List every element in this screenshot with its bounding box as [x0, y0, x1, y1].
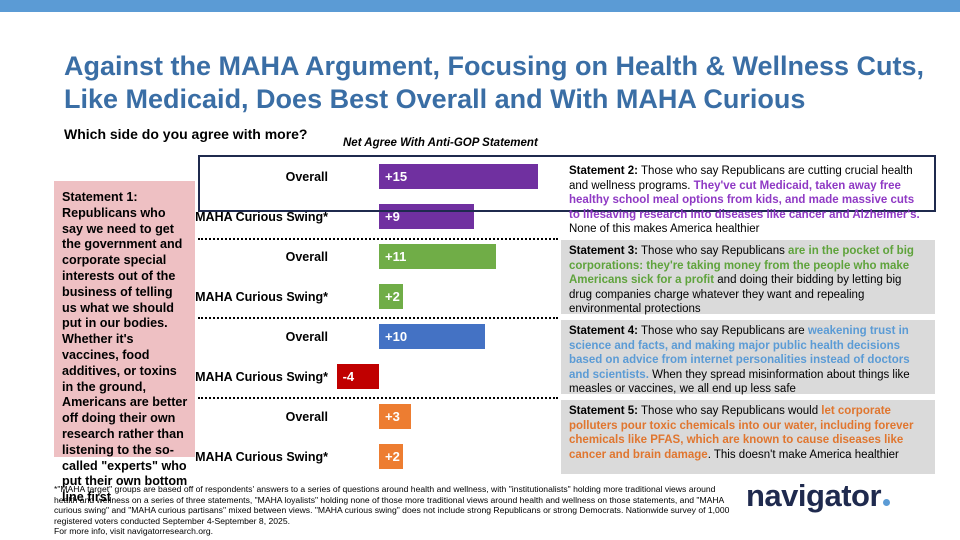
bar-overall-s4: +10: [379, 324, 485, 349]
footnote-link[interactable]: For more info, visit navigatorresearch.o…: [54, 526, 214, 537]
row-label: MAHA Curious Swing*: [195, 290, 328, 304]
statement-2-heading: Statement 2:: [569, 165, 639, 177]
bar-overall-s5: +3: [379, 404, 411, 429]
separator: [198, 397, 558, 399]
statement-2-text: Those who say Republicans are cutting cr…: [569, 165, 913, 192]
bar-overall-s3: +11: [379, 244, 496, 269]
statement-2-highlight: They've cut Medicaid, taken away free he…: [569, 179, 920, 221]
statement-1-heading: Statement 1:: [62, 190, 138, 204]
bar-maha-s2: +9: [379, 204, 475, 229]
statement-3-heading: Statement 3:: [569, 245, 639, 257]
logo-dot-icon: [883, 499, 891, 506]
statement-3-tail: and doing their bidding by letting big d…: [569, 274, 902, 316]
statement-2-tail: None of this makes America healthier: [569, 223, 760, 236]
row-label: MAHA Curious Swing*: [195, 450, 328, 464]
statement-4-text: Those who say Republicans are: [638, 325, 808, 337]
footnote: *"MAHA target" groups are based off of r…: [54, 484, 734, 537]
row-label: MAHA Curious Swing*: [195, 210, 328, 224]
statement-1-body: Republicans who say we need to get the g…: [62, 205, 188, 505]
logo-text: navigator: [746, 478, 882, 513]
statement-5-heading: Statement 5:: [569, 405, 639, 417]
statement-3-highlight: are in the pocket of big corporations: t…: [569, 245, 914, 287]
statement-5-tail: . This doesn't make America healthier: [707, 448, 899, 461]
bar-maha-s4: -4: [336, 364, 379, 389]
navigator-logo: navigator: [746, 478, 891, 514]
separator: [198, 317, 558, 319]
row-label: Overall: [285, 330, 328, 344]
row-label: MAHA Curious Swing*: [195, 370, 328, 384]
separator: [198, 238, 558, 240]
row-label: Overall: [285, 170, 328, 184]
chart-title: Net Agree With Anti-GOP Statement: [343, 137, 538, 149]
statement-1-box: Statement 1: Republicans who say we need…: [54, 181, 195, 504]
statement-5-text: Those who say Republicans would: [638, 405, 822, 417]
statement-4-tail: When they spread misinformation about th…: [569, 368, 910, 396]
statement-3-box: Statement 3: Those who say Republicans a…: [561, 240, 935, 316]
statement-2-outline: [198, 155, 936, 212]
footnote-text: *"MAHA target" groups are based off of r…: [54, 484, 730, 526]
bar-overall-s2: +15: [379, 164, 538, 189]
bar-maha-s3: +2: [379, 284, 403, 309]
statement-3-text: Those who say Republicans: [638, 245, 789, 257]
statement-5-highlight: let corporate polluters pour toxic chemi…: [569, 405, 914, 461]
page-title: Against the MAHA Argument, Focusing on H…: [64, 51, 925, 114]
row-label: Overall: [285, 410, 328, 424]
top-accent-bar: [0, 0, 960, 12]
statement-2-box: Statement 2: Those who say Republicans a…: [561, 160, 935, 235]
statement-4-highlight: weakening trust in science and facts, an…: [569, 325, 910, 381]
question-text: Which side do you agree with more?: [64, 126, 308, 142]
row-label: Overall: [285, 250, 328, 264]
bar-maha-s5: +2: [379, 444, 403, 469]
statement-4-heading: Statement 4:: [569, 325, 639, 337]
statement-5-box: Statement 5: Those who say Republicans w…: [561, 400, 935, 474]
statement-4-box: Statement 4: Those who say Republicans a…: [561, 320, 935, 396]
